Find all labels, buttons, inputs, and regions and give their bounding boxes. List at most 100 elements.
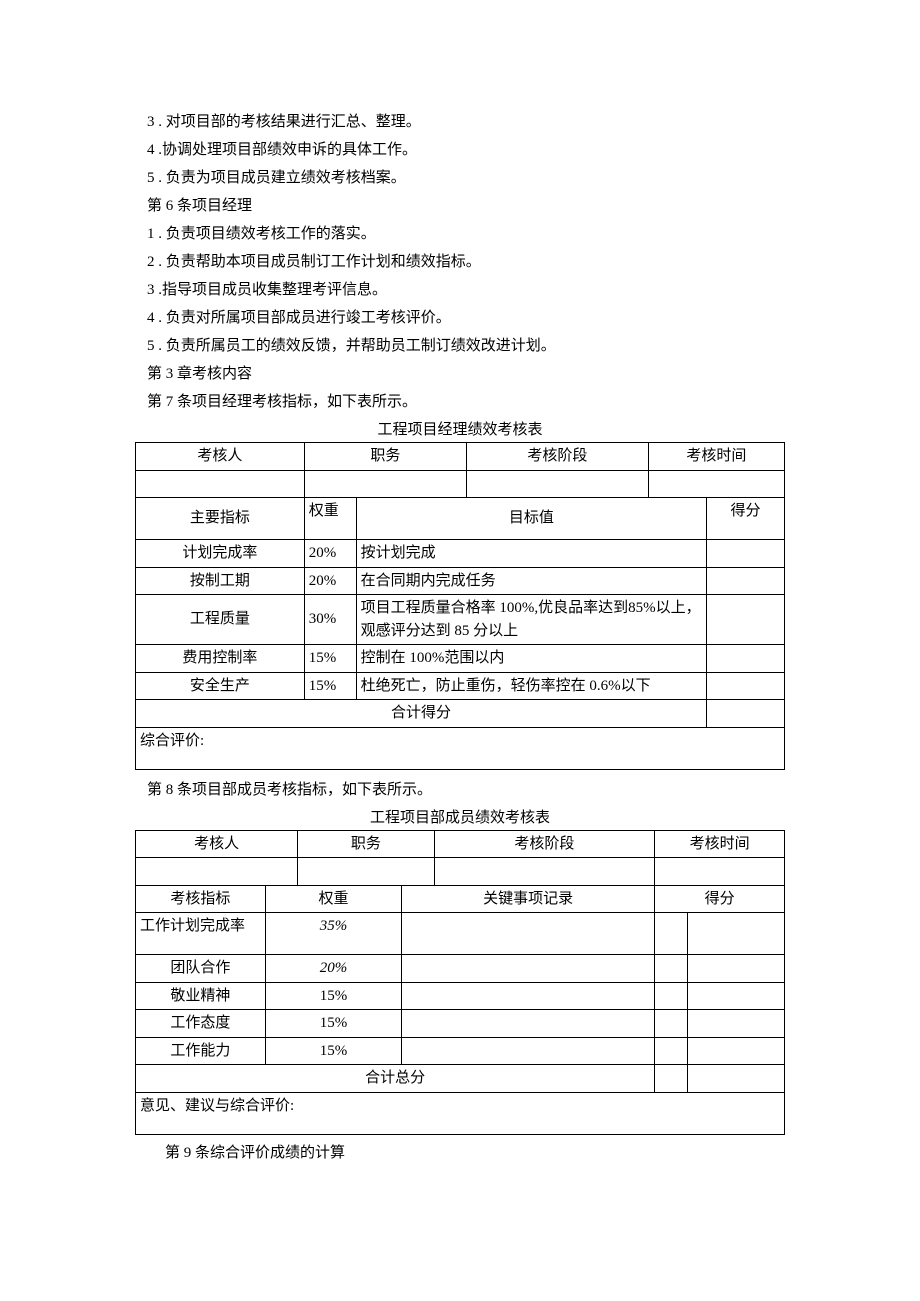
table1-manager-assessment: 考核人 职务 考核阶段 考核时间 主要指标 权重 目标值 得分 计划完成率 20… xyxy=(135,442,785,770)
cell-target: 控制在 100%范围以内 xyxy=(356,645,706,673)
table-row: 团队合作 20% xyxy=(136,955,785,983)
table-row: 工程质量 30% 项目工程质量合格率 100%,优良品率达到85%以上，观感评分… xyxy=(136,595,785,645)
cell-indicator-header: 主要指标 xyxy=(136,498,305,540)
cell-score xyxy=(687,982,784,1010)
table-row: 工作态度 15% xyxy=(136,1010,785,1038)
table1-title: 工程项目经理绩效考核表 xyxy=(135,418,785,442)
cell-score xyxy=(655,1037,687,1065)
cell-score xyxy=(707,645,785,673)
cell-assessor-header: 考核人 xyxy=(136,443,305,471)
cell-weight: 20% xyxy=(265,955,401,983)
cell-score xyxy=(687,1010,784,1038)
table-row xyxy=(136,858,785,886)
table-row: 考核人 职务 考核阶段 考核时间 xyxy=(136,830,785,858)
cell-assessor-header: 考核人 xyxy=(136,830,298,858)
table-row: 主要指标 权重 目标值 得分 xyxy=(136,498,785,540)
cell-score-header: 得分 xyxy=(655,885,785,913)
cell-target: 杜绝死亡，防止重伤，轻伤率控在 0.6%以下 xyxy=(356,672,706,700)
text-line: 第 7 条项目经理考核指标，如下表所示。 xyxy=(135,390,785,414)
cell-indicator: 费用控制率 xyxy=(136,645,305,673)
table-row xyxy=(136,470,785,498)
table-row: 安全生产 15% 杜绝死亡，防止重伤，轻伤率控在 0.6%以下 xyxy=(136,672,785,700)
cell-key xyxy=(402,913,655,955)
text-line: 第 6 条项目经理 xyxy=(135,194,785,218)
cell-total-label: 合计总分 xyxy=(136,1065,655,1093)
cell-indicator: 工作态度 xyxy=(136,1010,266,1038)
cell-weight: 35% xyxy=(265,913,401,955)
cell-weight-header: 权重 xyxy=(265,885,401,913)
cell-phase-header: 考核阶段 xyxy=(434,830,655,858)
empty-cell xyxy=(655,858,785,886)
cell-score xyxy=(655,982,687,1010)
cell-indicator: 团队合作 xyxy=(136,955,266,983)
cell-score xyxy=(655,955,687,983)
cell-indicator: 工作计划完成率 xyxy=(136,913,266,955)
cell-indicator-header: 考核指标 xyxy=(136,885,266,913)
cell-weight: 30% xyxy=(304,595,356,645)
cell-weight: 15% xyxy=(265,1037,401,1065)
table-row: 考核指标 权重 关键事项记录 得分 xyxy=(136,885,785,913)
table-row: 综合评价: xyxy=(136,727,785,769)
cell-key xyxy=(402,1037,655,1065)
cell-weight: 15% xyxy=(265,1010,401,1038)
table2-member-assessment: 考核人 职务 考核阶段 考核时间 考核指标 权重 关键事项记录 得分 工作计划完… xyxy=(135,830,785,1135)
cell-target-header: 目标值 xyxy=(356,498,706,540)
cell-key xyxy=(402,982,655,1010)
cell-score xyxy=(707,595,785,645)
cell-time-header: 考核时间 xyxy=(648,443,784,471)
cell-total-label: 合计得分 xyxy=(136,700,707,728)
cell-target: 按计划完成 xyxy=(356,540,706,568)
table-row: 工作能力 15% xyxy=(136,1037,785,1065)
table2-title: 工程项目部成员绩效考核表 xyxy=(135,806,785,830)
table-row: 按制工期 20% 在合同期内完成任务 xyxy=(136,567,785,595)
cell-weight: 15% xyxy=(265,982,401,1010)
cell-score xyxy=(707,672,785,700)
cell-indicator: 按制工期 xyxy=(136,567,305,595)
document-page: 3 . 对项目部的考核结果进行汇总、整理。 4 .协调处理项目部绩效申诉的具体工… xyxy=(0,0,920,1301)
table-row: 敬业精神 15% xyxy=(136,982,785,1010)
cell-indicator: 安全生产 xyxy=(136,672,305,700)
cell-score xyxy=(707,540,785,568)
text-line: 5 . 负责所属员工的绩效反馈，并帮助员工制订绩效改进计划。 xyxy=(135,334,785,358)
text-line: 3 .指导项目成员收集整理考评信息。 xyxy=(135,278,785,302)
table-row: 考核人 职务 考核阶段 考核时间 xyxy=(136,443,785,471)
empty-cell xyxy=(298,858,434,886)
cell-evaluation: 综合评价: xyxy=(136,727,785,769)
cell-weight: 15% xyxy=(304,645,356,673)
cell-score xyxy=(687,955,784,983)
empty-cell xyxy=(648,470,784,498)
text-line: 3 . 对项目部的考核结果进行汇总、整理。 xyxy=(135,110,785,134)
empty-cell xyxy=(136,470,305,498)
empty-cell xyxy=(466,470,648,498)
text-line: 1 . 负责项目绩效考核工作的落实。 xyxy=(135,222,785,246)
cell-key xyxy=(402,1010,655,1038)
cell-score xyxy=(687,913,784,955)
cell-score xyxy=(655,913,687,955)
cell-indicator: 工程质量 xyxy=(136,595,305,645)
cell-score xyxy=(707,567,785,595)
table-row: 合计得分 xyxy=(136,700,785,728)
table-row: 意见、建议与综合评价: xyxy=(136,1092,785,1134)
cell-time-header: 考核时间 xyxy=(655,830,785,858)
cell-indicator: 计划完成率 xyxy=(136,540,305,568)
table-row: 合计总分 xyxy=(136,1065,785,1093)
cell-weight: 20% xyxy=(304,540,356,568)
cell-weight-header: 权重 xyxy=(304,498,356,540)
text-line: 4 . 负责对所属项目部成员进行竣工考核评价。 xyxy=(135,306,785,330)
table-row: 费用控制率 15% 控制在 100%范围以内 xyxy=(136,645,785,673)
table-row: 工作计划完成率 35% xyxy=(136,913,785,955)
cell-target: 项目工程质量合格率 100%,优良品率达到85%以上，观感评分达到 85 分以上 xyxy=(356,595,706,645)
cell-target: 在合同期内完成任务 xyxy=(356,567,706,595)
cell-evaluation: 意见、建议与综合评价: xyxy=(136,1092,785,1134)
cell-key xyxy=(402,955,655,983)
text-line: 5 . 负责为项目成员建立绩效考核档案。 xyxy=(135,166,785,190)
cell-total-score xyxy=(707,700,785,728)
text-line: 2 . 负责帮助本项目成员制订工作计划和绩效指标。 xyxy=(135,250,785,274)
cell-score-header: 得分 xyxy=(707,498,785,540)
empty-cell xyxy=(434,858,655,886)
cell-position-header: 职务 xyxy=(304,443,466,471)
cell-indicator: 敬业精神 xyxy=(136,982,266,1010)
text-line: 第 3 章考核内容 xyxy=(135,362,785,386)
cell-score xyxy=(655,1010,687,1038)
cell-position-header: 职务 xyxy=(298,830,434,858)
